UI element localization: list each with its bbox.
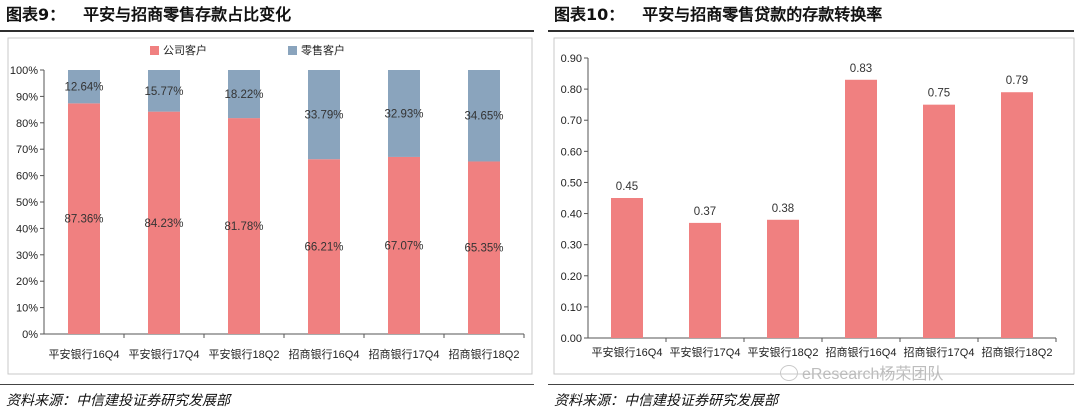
x-category-label: 平安银行18Q2	[209, 347, 280, 361]
right-title-text: 平安与招商零售贷款的存款转换率	[642, 5, 883, 24]
y-tick-label: 0.20	[561, 271, 582, 283]
data-label: 0.38	[772, 203, 794, 215]
data-label-retail: 33.79%	[304, 110, 343, 122]
watermark-text: eResearch杨荣团队	[802, 366, 944, 383]
data-label-company: 81.78%	[224, 221, 263, 233]
wechat-icon	[780, 365, 798, 381]
data-label-company: 67.07%	[384, 240, 423, 252]
x-category-label: 平安银行17Q4	[670, 345, 741, 359]
x-category-label: 招商银行17Q4	[369, 347, 440, 361]
x-category-label: 平安银行18Q2	[748, 345, 819, 359]
y-tick-label: 0%	[22, 329, 38, 341]
data-label: 0.83	[850, 63, 872, 75]
left-chart-title: 图表9： 平安与招商零售存款占比变化	[6, 2, 291, 28]
y-tick-label: 10%	[16, 303, 38, 315]
data-label-retail: 34.65%	[464, 111, 503, 123]
bar-retail	[308, 70, 340, 160]
y-tick-label: 0.30	[561, 240, 582, 252]
bar	[767, 219, 799, 338]
y-tick-label: 0.90	[561, 53, 582, 65]
bar-retail	[388, 70, 420, 157]
y-tick-label: 90%	[16, 91, 38, 103]
data-label: 0.79	[1006, 75, 1028, 87]
left-source-note: 资料来源：中信建投证券研究发展部	[6, 393, 230, 409]
bar-company	[68, 103, 100, 334]
y-tick-label: 30%	[16, 250, 38, 262]
data-label-company: 66.21%	[304, 242, 343, 254]
x-category-label: 招商银行18Q2	[449, 347, 520, 361]
left-top-rule	[0, 30, 534, 32]
bar-retail	[468, 70, 500, 162]
stacked-bar-chart: 0% 10% 20% 30% 40% 50% 60% 70% 80% 90% 100% 公司客户 零售客…	[7, 37, 533, 375]
data-label-retail: 18.22%	[224, 89, 263, 101]
x-category-label: 平安银行16Q4	[49, 347, 120, 361]
bar-company	[388, 156, 420, 334]
y-tick-label: 40%	[16, 223, 38, 235]
data-label-company: 87.36%	[64, 214, 103, 226]
right-chart-title: 图表10： 平安与招商零售贷款的存款转换率	[554, 2, 882, 28]
data-label: 0.75	[928, 88, 950, 100]
y-tick-label: 100%	[10, 65, 38, 77]
legend-swatch-1	[150, 46, 159, 55]
data-label: 0.45	[616, 181, 638, 193]
bar-retail	[148, 70, 180, 112]
bar	[611, 198, 643, 338]
legend-label-1: 公司客户	[163, 43, 207, 57]
data-label: 0.37	[694, 206, 716, 218]
y-tick-label: 70%	[16, 144, 38, 156]
bar	[923, 104, 955, 339]
bar	[1001, 92, 1033, 338]
right-panel: 图表10： 平安与招商零售贷款的存款转换率 0.00 0.10 0.20 0.30 0.4…	[548, 0, 1080, 415]
y-tick-label: 0.40	[561, 209, 582, 221]
y-tick-label: 50%	[16, 197, 38, 209]
y-tick-label: 0.10	[561, 302, 582, 314]
watermark: eResearch杨荣团队	[780, 360, 943, 384]
data-label-company: 84.23%	[144, 218, 183, 230]
y-tick-label: 0.00	[561, 333, 582, 345]
y-tick-label: 0.50	[561, 177, 582, 189]
data-label-retail: 12.64%	[64, 82, 103, 94]
right-bottom-rule	[548, 384, 1074, 385]
x-category-label: 招商银行16Q4	[826, 345, 897, 359]
x-category-label: 招商银行18Q2	[982, 345, 1053, 359]
x-category-label: 平安银行16Q4	[592, 345, 663, 359]
legend-label-2: 零售客户	[301, 43, 345, 57]
bar	[845, 79, 877, 339]
x-category-label: 招商银行16Q4	[289, 347, 360, 361]
legend-swatch-2	[288, 46, 297, 55]
right-source-note: 资料来源：中信建投证券研究发展部	[554, 393, 778, 409]
bar-chart: 0.00 0.10 0.20 0.30 0.40 0.50 0.60 0.70 0.80 0.90…	[553, 37, 1075, 375]
bar	[689, 222, 721, 338]
y-tick-label: 0.70	[561, 115, 582, 127]
y-tick-label: 20%	[16, 276, 38, 288]
left-bottom-rule	[0, 384, 534, 385]
right-top-rule	[548, 30, 1074, 32]
bar-company	[308, 159, 340, 334]
bar-company	[148, 111, 180, 334]
data-label-company: 65.35%	[464, 243, 503, 255]
y-tick-label: 0.80	[561, 84, 582, 96]
left-title-text: 平安与招商零售存款占比变化	[83, 5, 292, 24]
data-label-retail: 32.93%	[384, 108, 423, 120]
left-panel: 图表9： 平安与招商零售存款占比变化 0% 10% 20% 30% 40% 50% 60% 70…	[0, 2, 534, 409]
y-tick-label: 60%	[16, 171, 38, 183]
bar-company	[228, 118, 260, 334]
bar-retail	[228, 70, 260, 119]
bar-company	[468, 161, 500, 334]
x-category-label: 平安银行17Q4	[129, 347, 200, 361]
plot-frame	[7, 37, 533, 375]
left-figure-number: 图表9：	[6, 5, 66, 24]
plot-frame	[553, 37, 1075, 375]
right-figure-number: 图表10：	[554, 5, 625, 24]
x-category-label: 招商银行17Q4	[904, 345, 975, 359]
bar-retail	[68, 70, 100, 104]
y-tick-label: 0.60	[561, 146, 582, 158]
data-label-retail: 15.77%	[144, 86, 183, 98]
y-tick-label: 80%	[16, 118, 38, 130]
